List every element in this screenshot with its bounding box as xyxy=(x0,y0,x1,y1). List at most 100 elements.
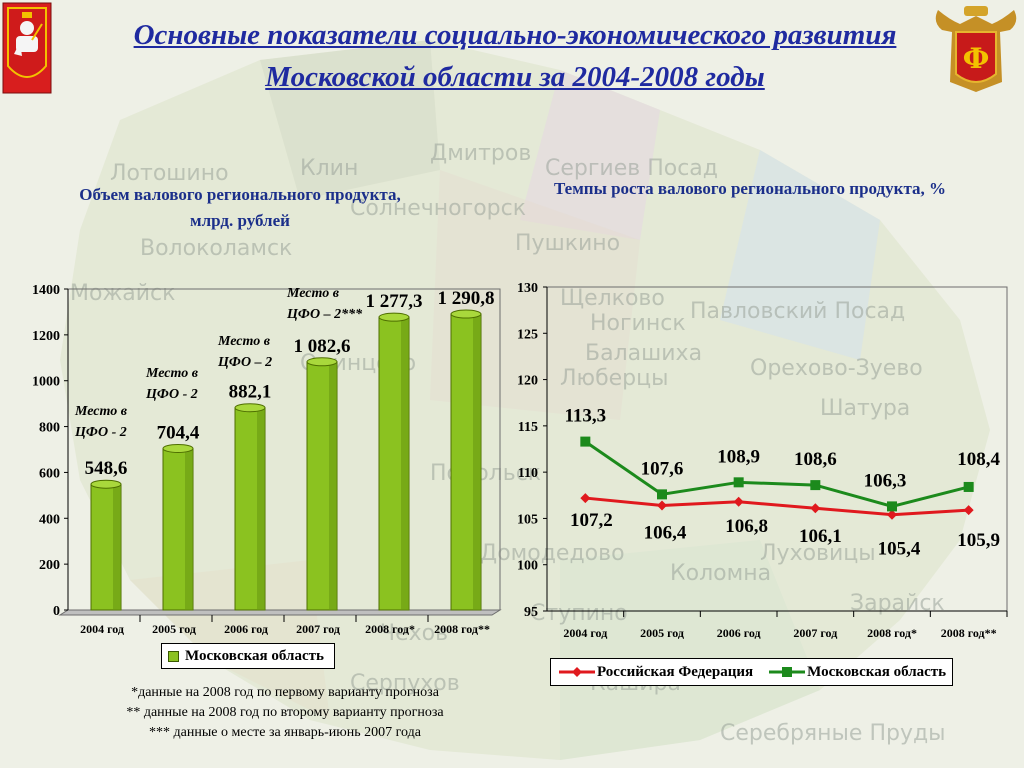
point-russia xyxy=(580,493,591,504)
label-russia: 105,4 xyxy=(878,539,921,560)
bar-y-tick-label: 600 xyxy=(39,466,60,481)
legend-item-moscow-region: Московская область xyxy=(767,664,946,681)
point-moscow-region xyxy=(810,480,821,491)
rank-annotation-line1: Место в xyxy=(74,404,128,419)
line-chart-title: Темпы роста валового регионального проду… xyxy=(553,179,947,198)
legend-label-moscow-region: Московская область xyxy=(185,647,324,664)
map-label: Ступино xyxy=(530,601,628,626)
line-y-tick-label: 125 xyxy=(517,327,538,342)
map-label: Домодедово xyxy=(480,541,625,566)
legend-swatch-russia xyxy=(559,667,595,677)
bar-y-tick-label: 800 xyxy=(39,421,60,436)
bar-value-label: 548,6 xyxy=(85,458,128,479)
label-moscow-region: 106,3 xyxy=(864,470,907,491)
map-label: Орехово-Зуево xyxy=(750,356,923,381)
map-label: Лотошино xyxy=(110,161,229,186)
map-label: Подольск xyxy=(430,461,541,486)
map-label: Клин xyxy=(300,156,358,181)
line-y-tick-label: 110 xyxy=(518,466,538,481)
line-plot-area xyxy=(546,286,1008,612)
bar-shade xyxy=(113,484,121,610)
footnote-3: *** данные о месте за январь-июнь 2007 г… xyxy=(149,725,421,740)
line-y-tick-label: 100 xyxy=(517,559,538,574)
rank-annotation-line1: Место в xyxy=(217,334,271,349)
line-series-moscow-region xyxy=(584,440,970,508)
rank-annotation-line1: Место в xyxy=(145,366,199,381)
government-emblem-icon: Ф xyxy=(935,6,1017,92)
bar-value-label: 882,1 xyxy=(229,382,272,403)
rank-annotation: Место в ЦФО – 2*** xyxy=(286,286,363,322)
point-moscow-region xyxy=(963,481,974,492)
point-russia xyxy=(810,503,821,514)
bar-shade xyxy=(473,314,481,610)
bar-top xyxy=(378,312,410,322)
map-label: Можайск xyxy=(70,281,175,306)
map-label: Чехов xyxy=(380,621,448,646)
line-y-tick-label: 95 xyxy=(524,605,538,620)
label-russia: 106,1 xyxy=(799,526,842,547)
line-x-tick-label: 2008 год* xyxy=(867,626,917,640)
rank-annotation-line2: ЦФО – 2 xyxy=(217,355,272,370)
bar-x-tick-label: 2008 год* xyxy=(365,622,415,636)
line-series-russia xyxy=(585,496,969,517)
legend-label-moscow-region-line: Московская область xyxy=(807,663,947,680)
bar-top xyxy=(162,443,194,453)
map-label: Балашиха xyxy=(585,341,702,366)
label-russia: 106,4 xyxy=(644,522,687,543)
rank-annotation-line2: ЦФО – 2*** xyxy=(286,307,363,322)
map-label: Дмитров xyxy=(430,141,531,166)
bar-x-tick-label: 2008 год** xyxy=(434,622,490,636)
label-moscow-region: 107,6 xyxy=(641,458,684,479)
point-russia xyxy=(963,505,974,516)
bar-shade xyxy=(401,317,409,610)
line-x-tick-label: 2006 год xyxy=(717,626,761,640)
bar-x-tick-label: 2007 год xyxy=(296,622,340,636)
rank-annotation-line2: ЦФО - 2 xyxy=(74,425,127,440)
line-y-tick-label: 105 xyxy=(517,512,538,527)
legend-swatch-moscow-region-line xyxy=(769,667,806,677)
legend-item-russia: Российская Федерация xyxy=(557,664,753,681)
bar-shade xyxy=(185,448,193,610)
label-russia: 105,9 xyxy=(957,530,1000,551)
label-moscow-region: 108,9 xyxy=(717,446,760,467)
bar-chart-legend: Московская область xyxy=(161,643,335,669)
line-x-tick-label: 2004 год xyxy=(563,626,607,640)
point-moscow-region xyxy=(733,477,744,488)
map-label: Шатура xyxy=(820,396,910,421)
label-russia: 106,8 xyxy=(725,516,768,537)
point-moscow-region xyxy=(580,436,591,447)
map-label: Пушкино xyxy=(515,231,620,256)
moscow-region-coat-of-arms-icon xyxy=(2,2,52,94)
legend-swatch-moscow-region xyxy=(168,650,179,662)
bar-value-label: 1 290,8 xyxy=(438,288,495,309)
rank-annotation: Место в ЦФО - 2 xyxy=(145,366,199,402)
legend-label-russia: Российская Федерация xyxy=(597,663,754,680)
bar-x-tick-label: 2005 год xyxy=(152,622,196,636)
point-russia xyxy=(733,496,744,507)
map-label: Сергиев Посад xyxy=(545,156,718,181)
label-moscow-region: 108,6 xyxy=(794,449,837,470)
map-label: Серебряные Пруды xyxy=(720,721,946,746)
bar-floor xyxy=(58,609,502,616)
map-label: Зарайск xyxy=(850,591,945,616)
bar-y-tick-label: 400 xyxy=(39,512,60,527)
line-chart-legend: Российская Федерация Московская область xyxy=(550,658,954,686)
bar-x-tick-label: 2006 год xyxy=(224,622,268,636)
bar-top xyxy=(306,357,338,367)
bar-x-tick-label: 2004 год xyxy=(80,622,124,636)
rank-annotation-line1: Место в xyxy=(286,286,340,301)
bar-top xyxy=(90,479,122,489)
label-moscow-region: 113,3 xyxy=(564,406,606,427)
line-y-tick-label: 130 xyxy=(517,281,538,296)
rank-annotation: Место в ЦФО - 2 xyxy=(74,404,128,440)
line-x-tick-label: 2007 год xyxy=(793,626,837,640)
point-moscow-region xyxy=(657,489,667,500)
bar-y-tick-label: 1200 xyxy=(32,329,60,344)
bar-value-label: 1 082,6 xyxy=(294,336,351,357)
line-y-tick-label: 115 xyxy=(518,420,538,435)
bar-value-label: 1 277,3 xyxy=(366,291,423,312)
map-label: Солнечногорск xyxy=(350,196,526,221)
line-x-tick-label: 2005 год xyxy=(640,626,684,640)
